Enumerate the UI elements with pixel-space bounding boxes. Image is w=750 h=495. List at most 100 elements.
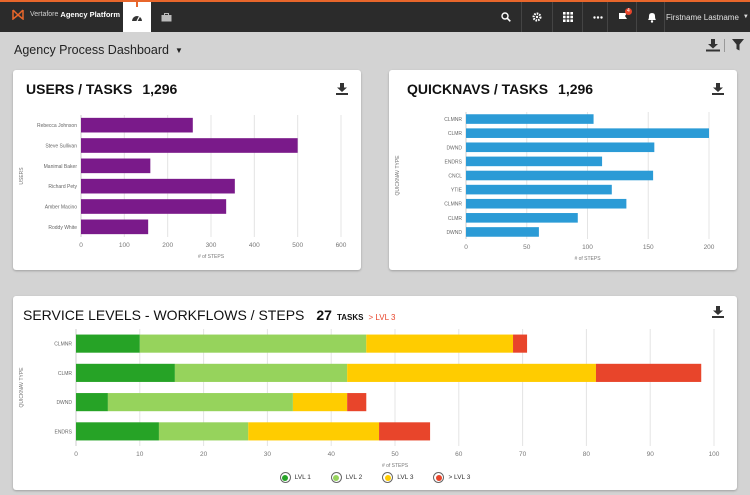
users-tasks-chart: 0 100 200 300 400 500 600 Rebecca Johnson Steve … xyxy=(19,115,347,260)
page-title: Agency Process Dashboard xyxy=(14,43,169,57)
x-tick-label: 100 xyxy=(119,242,130,249)
bell-icon xyxy=(648,12,656,23)
toolbar-divider xyxy=(521,2,522,32)
bar-segment-lvl3 xyxy=(595,363,702,382)
bar-segment-lvl2 xyxy=(139,334,367,353)
bar-segment-lvl1 xyxy=(76,334,140,353)
service-levels-card: SERVICE LEVELS - WORKFLOWS / STEPS 27 TA… xyxy=(13,296,737,490)
x-tick-label: 70 xyxy=(519,451,527,458)
x-axis-label: # of STEPS xyxy=(382,463,409,469)
y-axis-label: QUICKNAV TYPE xyxy=(19,367,25,408)
legend-item-lvl3[interactable]: LVL 3 xyxy=(382,472,413,483)
notifications-button[interactable] xyxy=(638,2,666,32)
toolbar-divider xyxy=(636,2,637,32)
vertafore-logo-icon xyxy=(12,9,24,20)
x-tick-label: 50 xyxy=(391,451,399,458)
bar xyxy=(81,117,193,133)
category-label: YTIE xyxy=(451,188,463,194)
users-tasks-title: USERS / TASKS xyxy=(26,81,133,97)
users-tasks-card: USERS / TASKS 1,296 0 100 200 300 400 500 600 Re… xyxy=(13,70,361,270)
x-tick-label: 10 xyxy=(136,451,144,458)
card-title: SERVICE LEVELS - WORKFLOWS / STEPS 27 TA… xyxy=(23,307,395,323)
category-label: ENDRS xyxy=(54,429,72,435)
x-tick-label: 50 xyxy=(523,244,531,251)
chart-legend: LVL 1 LVL 2 LVL 3 > LVL 3 xyxy=(13,472,737,483)
download-icon[interactable] xyxy=(711,305,725,319)
category-label: CLMNR xyxy=(444,202,462,208)
more-button[interactable] xyxy=(584,2,612,32)
x-tick-label: 100 xyxy=(582,244,593,251)
level-filter-label[interactable]: > LVL 3 xyxy=(368,313,396,322)
bar-segment-lvl1 xyxy=(76,363,175,382)
legend-label: LVL 3 xyxy=(397,474,414,481)
x-axis-label: # of STEPS xyxy=(574,256,601,262)
bar xyxy=(466,128,709,138)
apps-button[interactable] xyxy=(554,2,582,32)
chevron-down-icon: ▼ xyxy=(742,14,749,20)
category-label: CNCL xyxy=(448,174,462,180)
legend-item-lvl2[interactable]: LVL 2 xyxy=(330,472,363,483)
service-levels-title: SERVICE LEVELS - WORKFLOWS / STEPS xyxy=(23,307,305,323)
category-label: Steve Sullivan xyxy=(45,144,77,150)
bar xyxy=(466,142,655,153)
bar xyxy=(81,178,235,194)
legend-label: LVL 1 xyxy=(294,474,311,481)
bar-segment-lvl3 xyxy=(347,363,596,382)
chevron-down-icon: ▼ xyxy=(174,45,183,55)
tab-dashboard[interactable] xyxy=(123,2,151,32)
bar-segment-lvl3 xyxy=(513,334,528,353)
x-tick-label: 30 xyxy=(264,451,272,458)
bar xyxy=(466,213,578,223)
user-menu[interactable]: Firstname Lastname ▼ xyxy=(666,2,749,32)
settings-button[interactable] xyxy=(523,2,551,32)
category-label: CLMNR xyxy=(444,117,462,123)
x-tick-label: 60 xyxy=(455,451,463,458)
category-label: DWND xyxy=(446,230,462,236)
toolbar-divider xyxy=(552,2,553,32)
legend-item-lvl4[interactable]: > LVL 3 xyxy=(433,472,470,483)
category-label: Richard Pety xyxy=(48,184,77,190)
category-label: Rebecca Johnson xyxy=(37,123,77,129)
toolbar-divider xyxy=(582,2,583,32)
dashboard-selector[interactable]: Agency Process Dashboard ▼ xyxy=(14,43,183,57)
x-tick-label: 500 xyxy=(292,242,303,249)
x-tick-label: 150 xyxy=(643,244,654,251)
x-tick-label: 80 xyxy=(583,451,591,458)
filter-icon[interactable] xyxy=(731,38,745,52)
x-tick-label: 300 xyxy=(206,242,217,249)
briefcase-icon xyxy=(161,12,171,21)
x-tick-label: 40 xyxy=(328,451,336,458)
alerts-button[interactable]: 4 xyxy=(609,2,637,32)
active-tab-indicator xyxy=(136,2,138,7)
bar xyxy=(81,199,227,214)
category-label: ENDRS xyxy=(444,159,462,165)
legend-swatch xyxy=(279,472,291,483)
x-axis-label: # of STEPS xyxy=(198,254,225,260)
category-label: Amber Macino xyxy=(45,205,77,211)
download-icon[interactable] xyxy=(705,38,721,52)
bar-segment-lvl1 xyxy=(76,393,108,412)
header-divider xyxy=(724,39,725,52)
x-tick-label: 90 xyxy=(647,451,655,458)
card-title: QUICKNAVS / TASKS 1,296 xyxy=(407,81,593,97)
category-label: DWND xyxy=(56,400,72,406)
legend-swatch xyxy=(433,472,445,483)
search-button[interactable] xyxy=(492,2,520,32)
bar-segment-lvl3 xyxy=(366,334,514,353)
tab-work[interactable] xyxy=(154,2,178,32)
category-label: CLMNR xyxy=(54,342,72,348)
download-icon[interactable] xyxy=(711,82,725,96)
bar xyxy=(466,156,603,167)
download-icon[interactable] xyxy=(335,82,349,96)
alert-flag-icon xyxy=(618,12,627,22)
bar-segment-lvl2 xyxy=(107,393,293,412)
users-tasks-count: 1,296 xyxy=(142,81,178,97)
legend-label: LVL 2 xyxy=(345,474,363,481)
gear-icon xyxy=(532,12,542,22)
bar-segment-lvl2 xyxy=(174,363,348,382)
legend-item-lvl1[interactable]: LVL 1 xyxy=(279,472,311,483)
brand-logo[interactable]: Vertafore Agency Platform xyxy=(12,9,120,20)
top-bar: Vertafore Agency Platform xyxy=(0,0,750,32)
bar-segment-lvl3 xyxy=(347,393,367,412)
toolbar-divider xyxy=(664,2,665,32)
